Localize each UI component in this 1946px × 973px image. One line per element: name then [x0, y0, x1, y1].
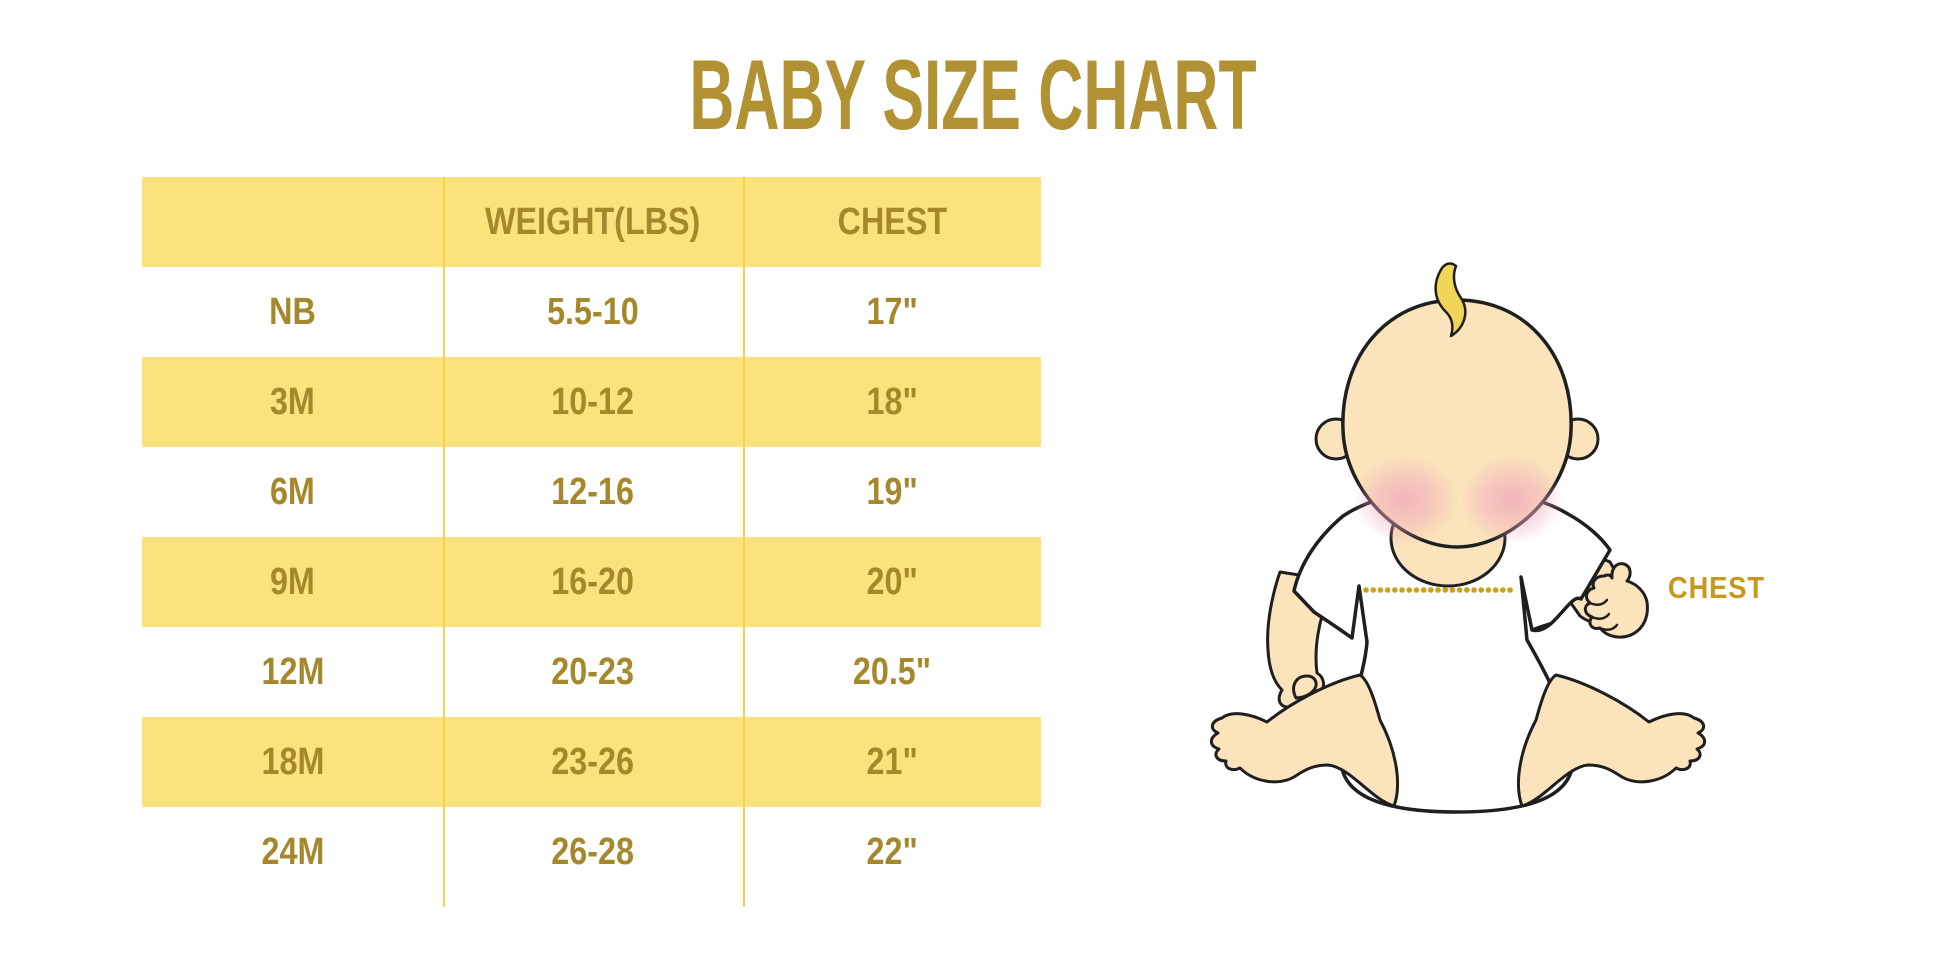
weight-cell: 12-16 [443, 447, 743, 537]
size-value: 18M [261, 740, 324, 783]
size-value: 3M [270, 380, 315, 423]
weight-value: 12-16 [551, 470, 635, 513]
chest-cell: 18" [743, 357, 1041, 447]
header-cell-size [142, 177, 443, 267]
chest-cell: 20.5" [743, 627, 1041, 717]
size-cell: 12M [142, 627, 443, 717]
size-value: NB [269, 290, 316, 333]
weight-value: 10-12 [551, 380, 635, 423]
chest-cell: 19" [743, 447, 1041, 537]
chest-value: 21" [866, 740, 918, 783]
weight-cell: 10-12 [443, 357, 743, 447]
size-cell: NB [142, 267, 443, 357]
chest-cell: 21" [743, 717, 1041, 807]
table-divider-left [443, 177, 445, 907]
size-value: 9M [270, 560, 315, 603]
weight-value: 23-26 [551, 740, 635, 783]
weight-value: 26-28 [551, 830, 635, 873]
size-cell: 9M [142, 537, 443, 627]
chest-value: 18" [866, 380, 918, 423]
chest-value: 20.5" [852, 650, 932, 693]
baby-left-leg [1209, 673, 1400, 808]
baby-right-leg [1516, 673, 1707, 808]
weight-cell: 26-28 [443, 807, 743, 897]
chest-value: 22" [866, 830, 918, 873]
weight-value: 16-20 [551, 560, 635, 603]
chest-value: 20" [866, 560, 918, 603]
weight-cell: 16-20 [443, 537, 743, 627]
weight-value: 20-23 [551, 650, 635, 693]
size-cell: 18M [142, 717, 443, 807]
chest-cell: 20" [743, 537, 1041, 627]
chest-measurement-label: CHEST [1668, 570, 1765, 605]
chest-value: 19" [866, 470, 918, 513]
size-cell: 3M [142, 357, 443, 447]
header-cell-chest: CHEST [743, 177, 1041, 267]
weight-cell: 23-26 [443, 717, 743, 807]
baby-illustration [1209, 262, 1707, 814]
page-title: BABY SIZE CHART [689, 39, 1257, 150]
chest-value: 17" [866, 290, 918, 333]
header-label-weight: WEIGHT(LBS) [485, 200, 701, 243]
size-cell: 24M [142, 807, 443, 897]
size-cell: 6M [142, 447, 443, 537]
baby-right-cheek [1460, 456, 1564, 544]
baby-left-cheek [1353, 456, 1457, 544]
chest-cell: 22" [743, 807, 1041, 897]
chest-cell: 17" [743, 267, 1041, 357]
header-cell-weight: WEIGHT(LBS) [443, 177, 743, 267]
size-value: 24M [261, 830, 324, 873]
header-label-chest: CHEST [837, 200, 947, 243]
size-value: 6M [270, 470, 315, 513]
weight-value: 5.5-10 [547, 290, 639, 333]
table-divider-right [743, 177, 745, 907]
baby-fist-knuckle-lines [1588, 598, 1619, 631]
baby-hair-tuft [1434, 262, 1467, 338]
size-table: WEIGHT(LBS) CHEST NB 5.5-10 17" 3M 10-12… [142, 177, 1041, 897]
weight-cell: 5.5-10 [443, 267, 743, 357]
size-value: 12M [261, 650, 324, 693]
weight-cell: 20-23 [443, 627, 743, 717]
